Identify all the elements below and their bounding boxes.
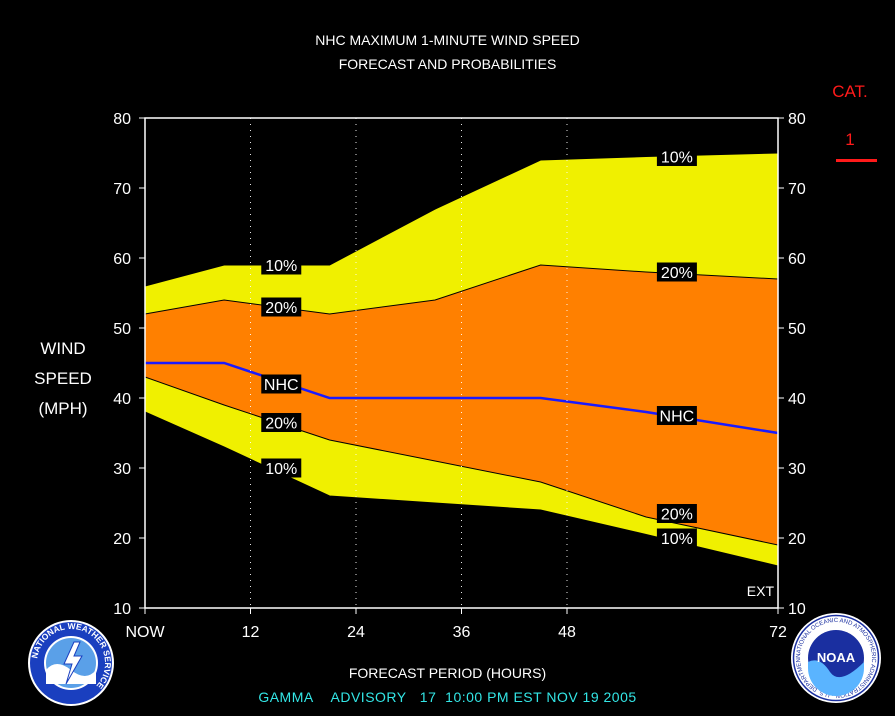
y-tick-label-left-40: 40 xyxy=(113,391,131,408)
storm-name: GAMMA xyxy=(258,689,314,705)
series-label-bg-2 xyxy=(261,374,302,394)
edge-lower10 xyxy=(144,411,779,567)
y-tick-label-right-70: 70 xyxy=(788,181,806,198)
series-label-bg-0 xyxy=(261,255,302,275)
series-label-2: NHC xyxy=(264,377,299,394)
y-tick-label-right-10: 10 xyxy=(788,601,806,618)
band-20-percent xyxy=(145,265,778,545)
y-tick-label-right-20: 20 xyxy=(788,531,806,548)
edge-lower20 xyxy=(144,376,779,546)
series-label-5: 10% xyxy=(661,150,693,167)
y-tick-label-left-60: 60 xyxy=(113,251,131,268)
edge-upper10 xyxy=(144,152,779,287)
nhc-forecast-line xyxy=(145,361,779,435)
series-label-bg-5 xyxy=(656,147,697,166)
advisory-footer: GAMMA ADVISORY 17 10:00 PM EST NOV 19 20… xyxy=(0,689,895,705)
y-tick-label-right-60: 60 xyxy=(788,251,806,268)
advisory-time: 10:00 PM EST NOV 19 2005 xyxy=(445,689,637,705)
ext-label: EXT xyxy=(747,583,775,599)
y-tick-label-right-50: 50 xyxy=(788,321,806,338)
y-tick-label-left-20: 20 xyxy=(113,531,131,548)
series-label-9: 10% xyxy=(661,531,693,548)
series-label-bg-7 xyxy=(656,406,697,425)
y-axis-label-line1: WIND xyxy=(40,339,86,358)
x-tick-label-36: 36 xyxy=(453,624,471,641)
edge-upper20 xyxy=(144,264,779,315)
chart-title-line1: NHC MAXIMUM 1-MINUTE WIND SPEED xyxy=(315,32,580,48)
category-swatch xyxy=(836,159,877,162)
x-tick-label-72: 72 xyxy=(769,624,787,641)
series-label-bg-1 xyxy=(261,297,302,317)
chart-title-line2: FORECAST AND PROBABILITIES xyxy=(338,56,557,72)
y-axis-label-line3: (MPH) xyxy=(38,399,88,418)
x-axis-label: FORECAST PERIOD (HOURS) xyxy=(348,665,547,681)
advisory-label: ADVISORY xyxy=(330,689,407,705)
y-tick-label-left-80: 80 xyxy=(113,111,131,128)
series-label-bg-4 xyxy=(261,458,302,478)
series-label-6: 20% xyxy=(661,265,693,282)
series-label-1: 20% xyxy=(265,300,297,317)
series-label-bg-6 xyxy=(656,262,697,282)
y-tick-label-left-30: 30 xyxy=(113,461,131,478)
series-label-bg-3 xyxy=(261,413,302,432)
x-tick-label-12: 12 xyxy=(242,624,260,641)
y-tick-label-left-70: 70 xyxy=(113,181,131,198)
series-label-bg-9 xyxy=(656,528,697,548)
category-label: CAT. xyxy=(832,82,868,101)
x-tick-label-24: 24 xyxy=(347,624,365,641)
series-label-bg-8 xyxy=(656,504,697,523)
y-axis-label-line2: SPEED xyxy=(34,369,92,388)
series-label-0: 10% xyxy=(265,258,297,275)
noaa-logo: NATIONAL OCEANIC AND ATMOSPHERIC ADMINIS… xyxy=(790,612,881,703)
nws-logo: NATIONAL WEATHER SERVICE xyxy=(28,620,114,706)
x-tick-label-NOW: NOW xyxy=(125,624,165,641)
series-label-4: 10% xyxy=(265,461,297,478)
category-value: 1 xyxy=(845,130,855,149)
series-label-8: 20% xyxy=(661,507,693,524)
y-tick-label-right-40: 40 xyxy=(788,391,806,408)
y-tick-label-right-30: 30 xyxy=(788,461,806,478)
y-tick-label-left-10: 10 xyxy=(113,601,131,618)
series-label-7: NHC xyxy=(660,409,695,426)
y-tick-label-right-80: 80 xyxy=(788,111,806,128)
advisory-number: 17 xyxy=(419,689,437,705)
x-tick-label-48: 48 xyxy=(558,624,576,641)
svg-text:NOAA: NOAA xyxy=(817,650,856,665)
y-tick-label-left-50: 50 xyxy=(113,321,131,338)
series-label-3: 20% xyxy=(265,416,297,433)
